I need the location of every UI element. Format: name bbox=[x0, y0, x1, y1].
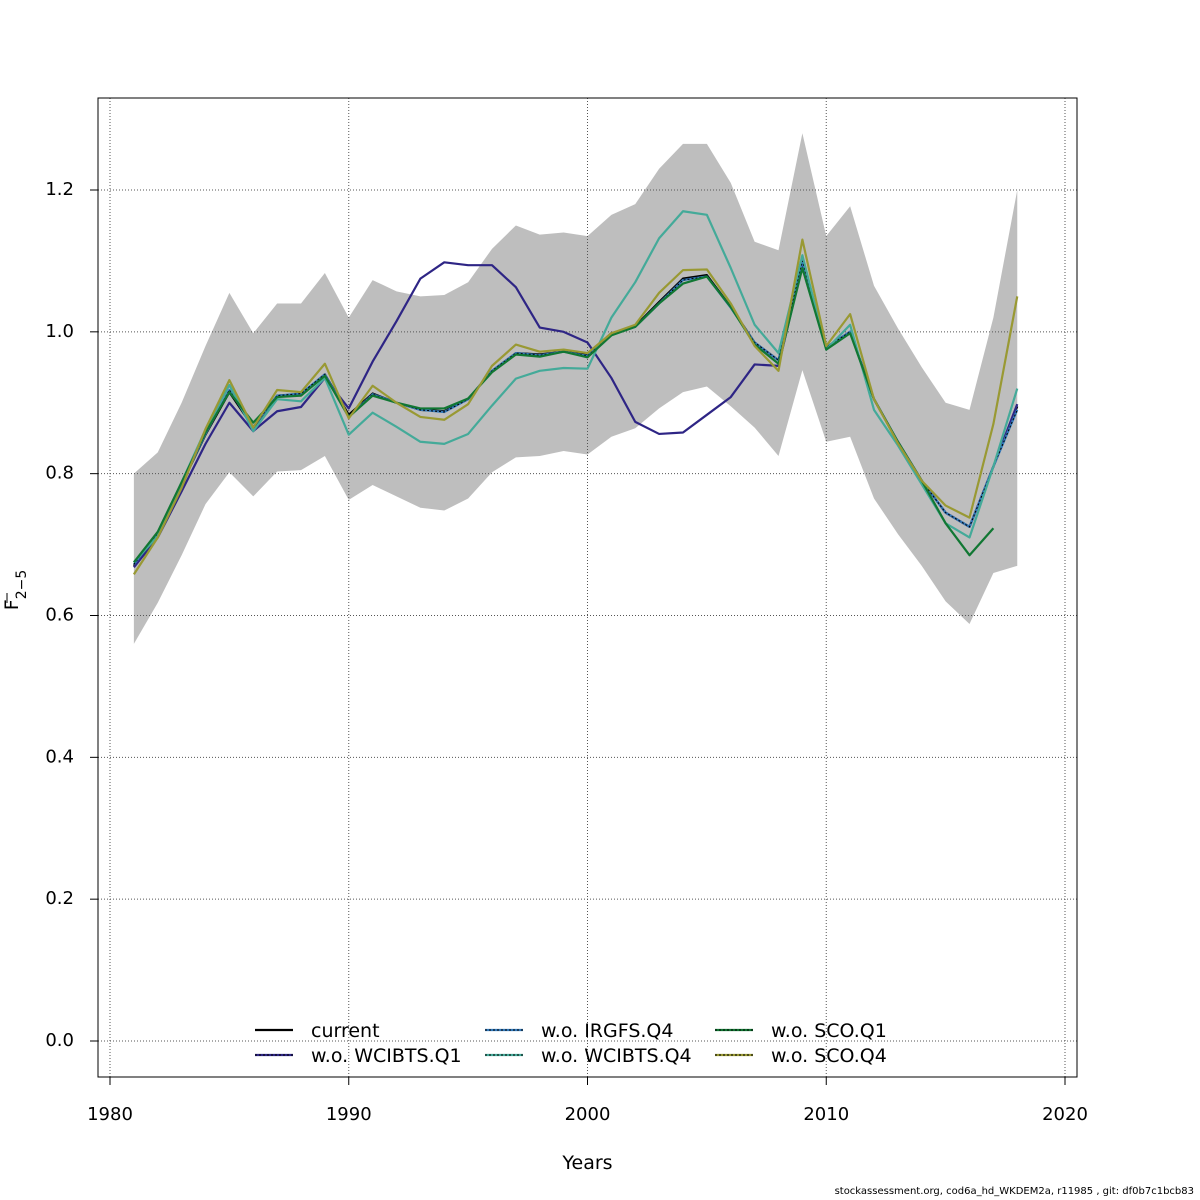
legend-label: w.o. SCO.Q4 bbox=[771, 1045, 887, 1067]
x-tick-label: 1990 bbox=[326, 1104, 372, 1125]
y-tick-label: 1.2 bbox=[45, 179, 74, 200]
x-tick-label: 2000 bbox=[565, 1104, 611, 1125]
y-axis-title: F2−5 bbox=[1, 570, 30, 610]
legend-label: w.o. WCIBTS.Q1 bbox=[311, 1045, 462, 1067]
confidence-band bbox=[134, 133, 1017, 644]
footer-note: stockassessment.org, cod6a_hd_WKDEM2a, r… bbox=[835, 1186, 1194, 1197]
y-tick-label: 0.4 bbox=[45, 746, 74, 767]
legend-label: w.o. WCIBTS.Q4 bbox=[541, 1045, 692, 1067]
x-axis-title: Years bbox=[561, 1152, 612, 1174]
y-axis-title-subscript: 2−5 bbox=[14, 570, 30, 600]
y-tick-label: 0.8 bbox=[45, 463, 74, 484]
x-tick-label: 2010 bbox=[803, 1104, 849, 1125]
legend-label: w.o. SCO.Q1 bbox=[771, 1020, 887, 1042]
x-tick-label: 1980 bbox=[87, 1104, 133, 1125]
legend-label: w.o. IRGFS.Q4 bbox=[541, 1020, 673, 1042]
x-tick-label: 2020 bbox=[1042, 1104, 1088, 1125]
y-tick-label: 0.2 bbox=[45, 888, 74, 909]
legend-label: current bbox=[311, 1020, 380, 1042]
chart-svg: 1980 1990 2000 2010 2020 0.0 0.2 0.4 0.6 0.8 1.0 1.… bbox=[0, 0, 1200, 1200]
y-tick-label: 0.6 bbox=[45, 605, 74, 626]
y-tick-label: 0.0 bbox=[45, 1030, 74, 1051]
y-tick-label: 1.0 bbox=[45, 321, 74, 342]
